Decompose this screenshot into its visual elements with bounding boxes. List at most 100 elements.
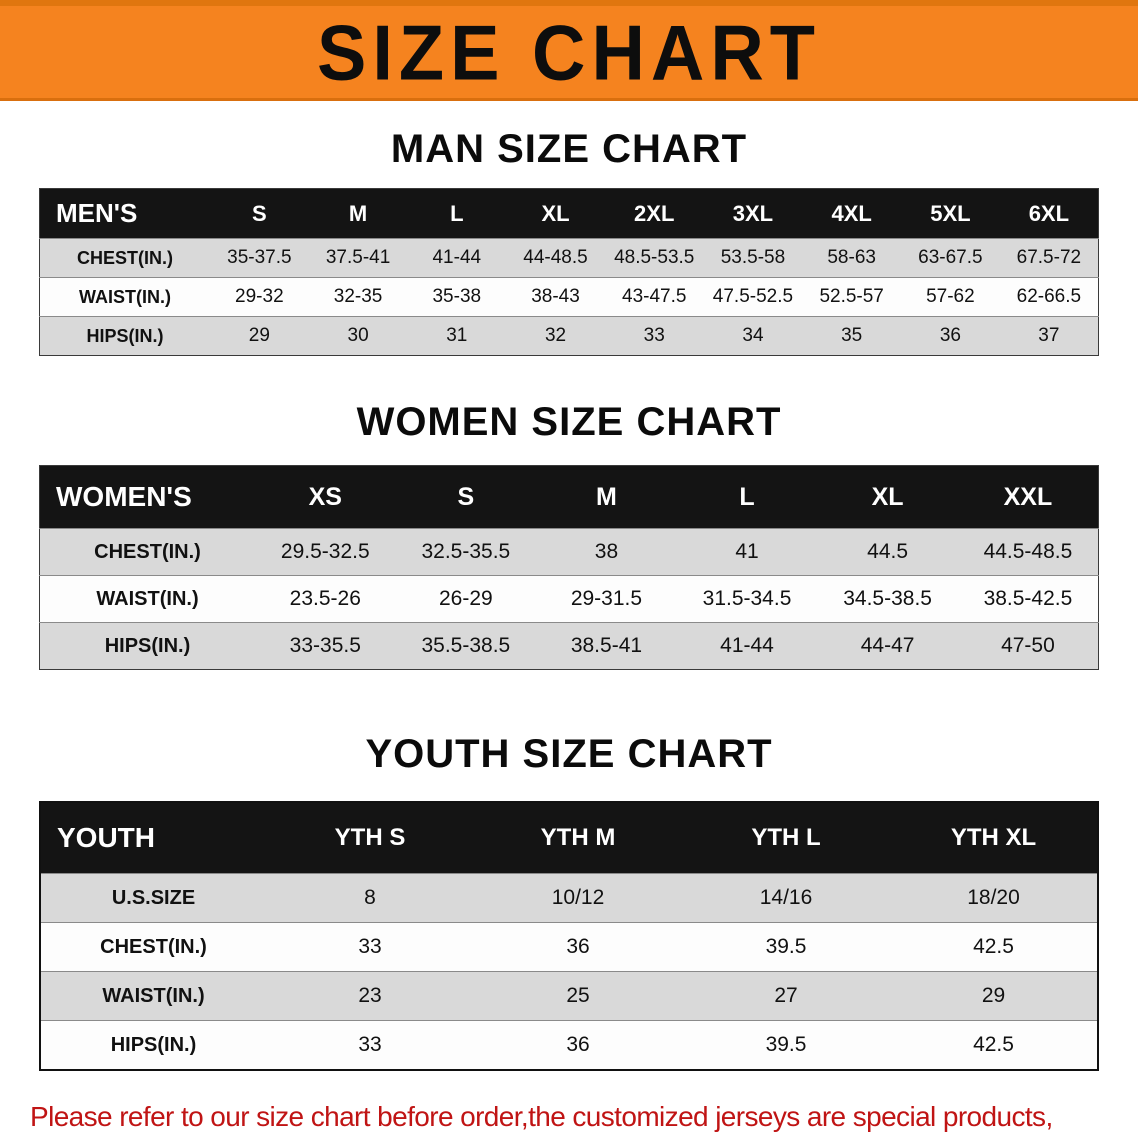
cell: 23.5-26 [289, 587, 361, 610]
cell: 26-29 [439, 587, 493, 610]
cell: 38.5-42.5 [983, 587, 1073, 610]
cell: 27 [774, 984, 798, 1007]
cell: 52.5-57 [819, 286, 884, 307]
column-header: YTH M [474, 802, 682, 874]
column-header: 4XL [802, 188, 902, 239]
banner: SIZE CHART [0, 0, 1138, 101]
cell: 30 [347, 325, 369, 346]
cell: 44.5 [867, 540, 909, 563]
cell: 14/16 [759, 886, 813, 909]
column-header: XXL [957, 465, 1099, 529]
cell: 53.5-58 [720, 247, 786, 268]
cell: 38 [594, 540, 619, 563]
column-header: XL [817, 465, 958, 529]
cell: 39.5 [765, 1033, 807, 1056]
cell: 34 [742, 325, 764, 346]
table-row: WAIST(IN.) 23 25 27 29 [40, 971, 1098, 1021]
cell: 36 [566, 935, 590, 958]
table-header-row: WOMEN'S XS S M L XL XXL [39, 465, 1099, 529]
row-label: CHEST(IN.) [100, 935, 207, 958]
cell: 42.5 [973, 1033, 1014, 1056]
column-header: XS [255, 465, 396, 529]
cell: 29-32 [235, 286, 284, 307]
cell: 35-37.5 [227, 247, 292, 268]
cell: 41-44 [720, 634, 774, 657]
table-title-cell: WOMEN'S [39, 465, 255, 529]
table-row: CHEST(IN.) 35-37.5 37.5-41 41-44 44-48.5 48.5… [39, 238, 1099, 278]
row-label: WAIST(IN.) [79, 286, 171, 307]
row-label: CHEST(IN.) [77, 247, 173, 268]
column-header: L [676, 465, 818, 529]
cell: 38.5-41 [570, 634, 643, 657]
cell: 39.5 [765, 935, 807, 958]
column-header: S [395, 465, 537, 529]
cell: 36 [566, 1033, 590, 1056]
row-label: WAIST(IN.) [102, 984, 205, 1007]
youth-section-heading: YOUTH SIZE CHART [365, 732, 773, 776]
column-header: 2XL [604, 188, 704, 239]
column-header: S [210, 188, 309, 239]
row-label: HIPS(IN.) [110, 1033, 197, 1056]
cell: 35.5-38.5 [421, 634, 511, 657]
column-header: M [536, 465, 677, 529]
page-title: SIZE CHART [317, 8, 821, 96]
cell: 62-66.5 [1016, 286, 1082, 307]
table-header-row: YOUTH YTH S YTH M YTH L YTH XL [40, 802, 1098, 874]
cell: 25 [566, 984, 590, 1007]
column-header: YTH S [266, 802, 474, 874]
cell: 33-35.5 [289, 634, 361, 657]
cell: 34.5-38.5 [843, 587, 932, 610]
cell: 33 [358, 1033, 382, 1056]
cell: 31.5-34.5 [702, 587, 792, 610]
cell: 29.5-32.5 [280, 540, 370, 563]
row-label: CHEST(IN.) [94, 540, 201, 563]
table-row: U.S.SIZE 8 10/12 14/16 18/20 [40, 873, 1098, 923]
cell: 44-48.5 [523, 247, 588, 268]
column-header: YTH L [682, 802, 890, 874]
cell: 18/20 [967, 886, 1020, 909]
youth-size-table: YOUTH YTH S YTH M YTH L YTH XL U.S.SIZE 8 10/12… [39, 801, 1099, 1071]
column-header: XL [506, 188, 605, 239]
cell: 32-35 [333, 286, 383, 307]
cell: 35 [841, 325, 863, 346]
cell: 67.5-72 [1016, 247, 1082, 268]
section-youth: YOUTH SIZE CHART YOUTH YTH S YTH M YTH L YTH… [0, 732, 1138, 1071]
cell: 38-43 [531, 286, 580, 307]
cell: 37.5-41 [325, 247, 391, 268]
cell: 47.5-52.5 [712, 286, 794, 307]
cell: 63-67.5 [918, 247, 983, 268]
row-label: WAIST(IN.) [96, 587, 199, 610]
table-row: WAIST(IN.) 23.5-26 26-29 29-31.5 31.5-34.5 34… [39, 575, 1099, 623]
cell: 29-31.5 [570, 587, 643, 610]
section-men: MAN SIZE CHART MEN'S S M L XL 2XL 3XL 4XL 5XL 6XL… [0, 127, 1138, 356]
women-size-table: WOMEN'S XS S M L XL XXL CHEST(IN.) 29.5-32.5 32.5… [39, 465, 1099, 670]
cell: 44.5-48.5 [983, 540, 1073, 563]
cell: 41-44 [432, 247, 482, 268]
column-header: 5XL [901, 188, 1000, 239]
men-section-heading: MAN SIZE CHART [390, 127, 748, 171]
cell: 32 [544, 325, 567, 346]
column-header: YTH XL [890, 802, 1098, 874]
men-size-table: MEN'S S M L XL 2XL 3XL 4XL 5XL 6XL CHEST(IN.) 35-37… [39, 188, 1099, 356]
section-women: WOMEN SIZE CHART WOMEN'S XS S M L XL XXL CHEST(… [0, 400, 1138, 670]
column-header: M [308, 188, 408, 239]
disclaimer: Please refer to our size chart before or… [30, 1099, 1118, 1132]
cell: 8 [364, 886, 376, 909]
cell: 43-47.5 [622, 286, 687, 307]
cell: 29 [248, 325, 270, 346]
table-row: HIPS(IN.) 29 30 31 32 33 34 35 36 37 [39, 316, 1099, 356]
cell: 36 [939, 325, 961, 346]
cell: 33 [643, 325, 665, 346]
row-label: HIPS(IN.) [104, 634, 191, 657]
table-row: HIPS(IN.) 33-35.5 35.5-38.5 38.5-41 41-44 44-… [39, 622, 1099, 670]
cell: 48.5-53.5 [614, 247, 695, 268]
table-title-cell: YOUTH [40, 802, 266, 874]
cell: 42.5 [973, 935, 1014, 958]
table-title-cell: MEN'S [39, 188, 210, 239]
cell: 33 [358, 935, 382, 958]
table-row: CHEST(IN.) 33 36 39.5 42.5 [40, 922, 1098, 972]
column-header: L [407, 188, 507, 239]
row-label: U.S.SIZE [111, 886, 196, 909]
cell: 35-38 [432, 286, 482, 307]
